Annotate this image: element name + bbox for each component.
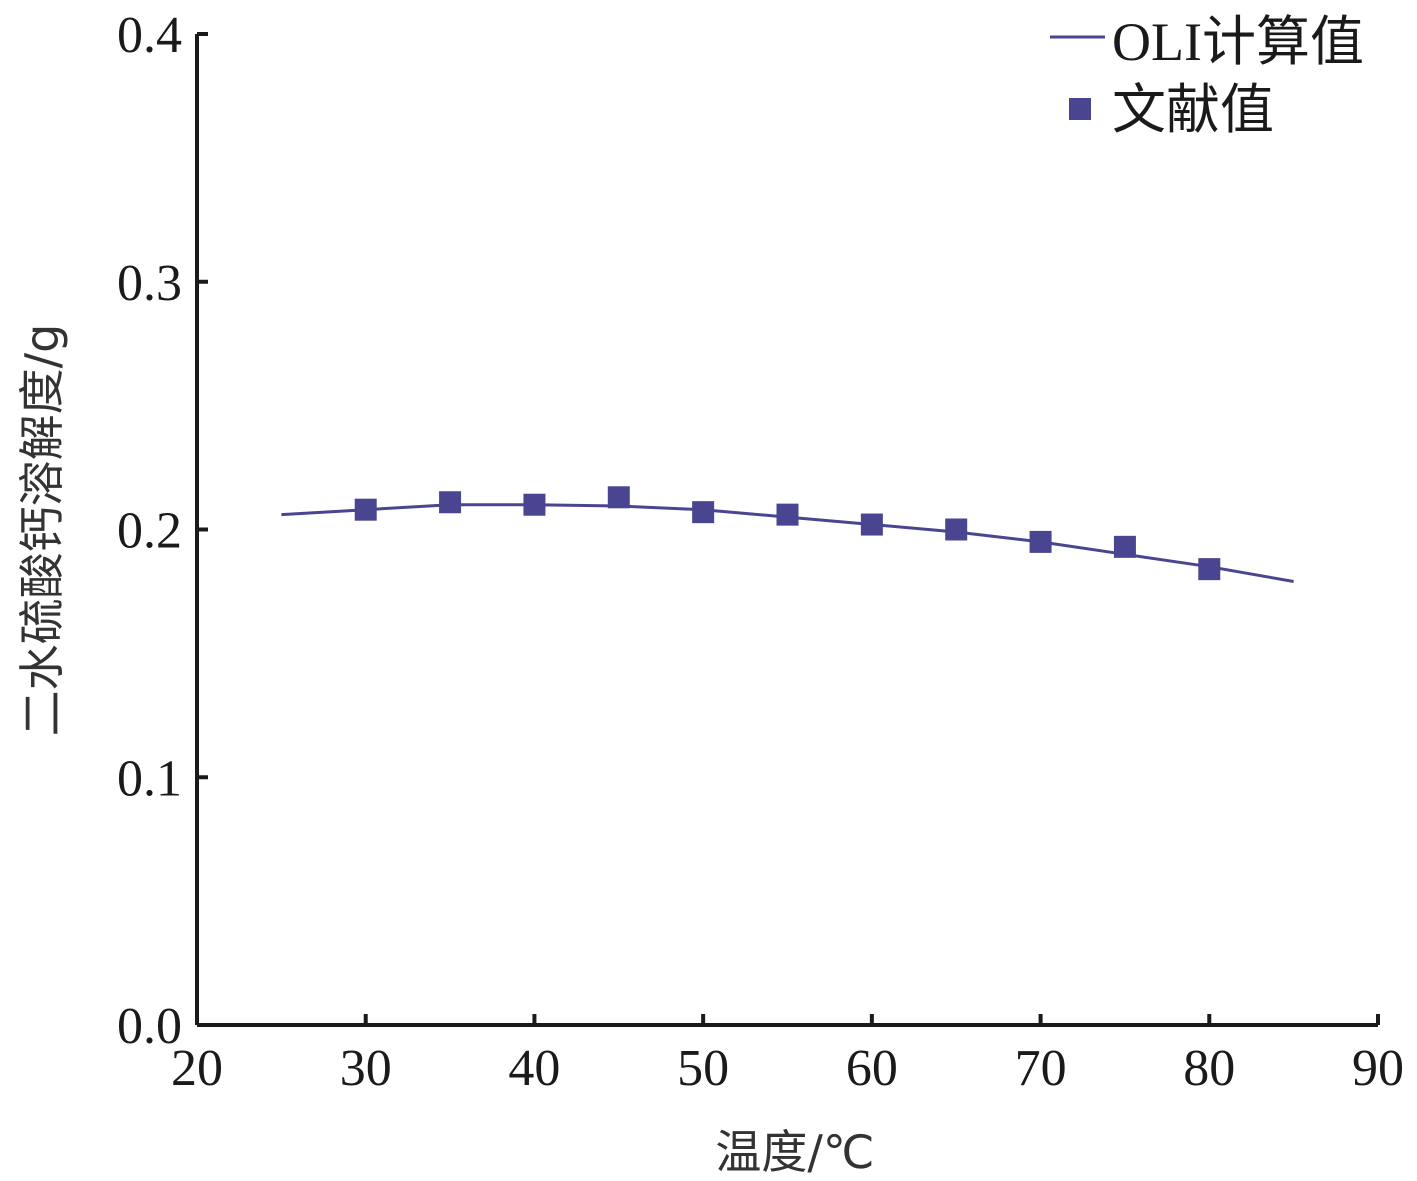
y-tick-label: 0.4 xyxy=(117,7,182,64)
x-tick-label: 70 xyxy=(1015,1040,1067,1097)
x-tick-label: 30 xyxy=(340,1040,392,1097)
data-point-marker xyxy=(1029,530,1052,553)
y-tick-label: 0.0 xyxy=(117,998,182,1055)
y-tick-label: 0.2 xyxy=(117,503,182,560)
data-point-marker xyxy=(860,513,883,536)
data-point-marker xyxy=(354,498,377,521)
legend-label-marker: 文献值 xyxy=(1112,80,1274,140)
data-point-marker xyxy=(692,501,715,524)
x-tick-label: 80 xyxy=(1183,1040,1235,1097)
legend-label-line: OLI计算值 xyxy=(1112,12,1364,72)
y-axis-ticks: 0.0 0.1 0.2 0.3 0.4 xyxy=(117,7,208,1055)
data-point-marker xyxy=(945,518,968,541)
legend-marker-swatch xyxy=(1069,98,1091,120)
x-tick-label: 60 xyxy=(846,1040,898,1097)
data-point-marker xyxy=(776,503,799,526)
plot-area xyxy=(281,486,1294,583)
x-axis-title: 温度/℃ xyxy=(715,1125,874,1179)
legend: OLI计算值 文献值 xyxy=(1050,12,1364,140)
x-tick-label: 20 xyxy=(171,1040,223,1097)
y-tick-label: 0.3 xyxy=(117,255,182,312)
x-axis-ticks: 20 30 40 50 60 70 80 90 xyxy=(171,1014,1404,1097)
data-point-marker xyxy=(439,491,462,514)
x-tick-label: 90 xyxy=(1352,1040,1404,1097)
x-tick-label: 40 xyxy=(508,1040,560,1097)
x-tick-label: 50 xyxy=(677,1040,729,1097)
data-point-marker xyxy=(1198,558,1221,581)
data-point-marker xyxy=(607,486,630,509)
y-tick-label: 0.1 xyxy=(117,750,182,807)
axes xyxy=(195,34,1378,1027)
data-point-marker xyxy=(523,493,546,516)
data-point-marker xyxy=(1113,535,1136,558)
y-axis-title: 二水硫酸钙溶解度/g xyxy=(15,324,69,737)
